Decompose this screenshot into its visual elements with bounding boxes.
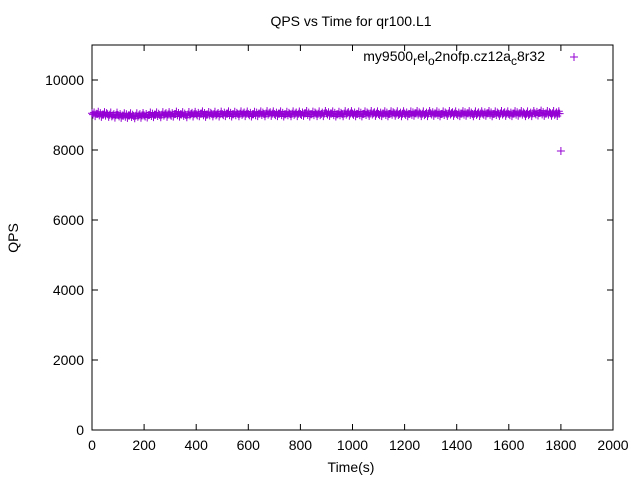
x-tick-label: 1400 <box>441 437 472 453</box>
x-tick-label: 2000 <box>597 437 628 453</box>
chart-title: QPS vs Time for qr100.L1 <box>270 13 431 29</box>
y-tick-label: 4000 <box>53 282 84 298</box>
y-tick-label: 0 <box>76 422 84 438</box>
legend-label: my9500relo2nofp.cz12ac8r32 <box>363 48 545 68</box>
y-tick-label: 6000 <box>53 212 84 228</box>
x-axis: 0 200 400 600 800 1000 1200 1400 1600 1800 2000 <box>88 45 629 453</box>
plot-border <box>91 44 614 431</box>
legend-marker <box>570 53 578 61</box>
data-point <box>556 147 565 156</box>
x-tick-label: 600 <box>237 437 261 453</box>
x-tick-label: 1000 <box>337 437 368 453</box>
y-tick-label: 2000 <box>53 352 84 368</box>
data-point <box>172 107 181 116</box>
data-point <box>90 108 99 117</box>
data-point <box>198 107 207 116</box>
data-point <box>324 108 333 117</box>
x-axis-label: Time(s) <box>328 459 375 475</box>
x-tick-label: 1800 <box>545 437 576 453</box>
x-tick-label: 400 <box>185 437 209 453</box>
x-tick-label: 800 <box>289 437 313 453</box>
series-points <box>88 106 565 156</box>
x-tick-label: 200 <box>132 437 156 453</box>
y-tick-label: 10000 <box>45 72 84 88</box>
data-point <box>302 107 311 116</box>
legend: my9500relo2nofp.cz12ac8r32 <box>363 48 578 68</box>
x-tick-label: 0 <box>88 437 96 453</box>
data-point <box>334 107 343 116</box>
x-tick-label: 1200 <box>389 437 420 453</box>
y-tick-label: 8000 <box>53 142 84 158</box>
legend-marker-plus <box>570 53 578 61</box>
x-tick-label: 1600 <box>493 437 524 453</box>
y-axis-label: QPS <box>5 223 21 253</box>
y-axis: 0 2000 4000 6000 8000 10000 <box>45 72 613 438</box>
data-point <box>554 107 563 116</box>
